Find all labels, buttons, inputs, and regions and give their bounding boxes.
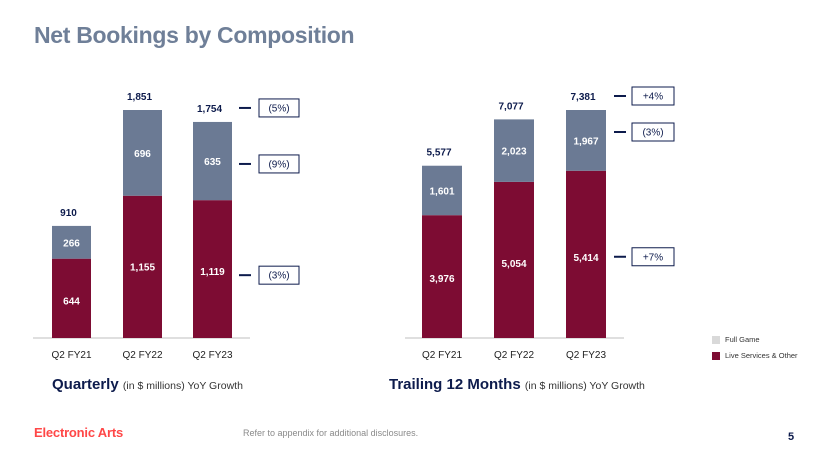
q-bar-full-2 [193, 121, 232, 201]
q-bar-full-1 [123, 110, 162, 196]
quarterly-caption: Quarterly (in $ millions) YoY Growth [52, 376, 243, 393]
t-label-live-0: 3,976 [429, 274, 454, 285]
q-bar-full-0 [52, 225, 91, 259]
t-growth-box-0 [631, 86, 675, 106]
q-tick-2: Q2 FY23 [192, 350, 232, 361]
q-growth-label-1: (9%) [268, 159, 289, 170]
t-tick-1: Q2 FY22 [494, 350, 534, 361]
t-label-total-1: 7,077 [498, 101, 523, 112]
legend-full-game-label: Full Game [725, 335, 760, 344]
t-bar-live-1 [494, 181, 534, 338]
q-label-full-0: 266 [63, 238, 80, 249]
t-label-full-1: 2,023 [501, 147, 526, 158]
q-label-total-0: 910 [60, 208, 77, 219]
t-growth-label-0: +4% [643, 92, 663, 103]
t-growth-label-2: +7% [643, 252, 663, 263]
t-tick-2: Q2 FY23 [566, 350, 606, 361]
q-growth-label-2: (3%) [268, 271, 289, 282]
q-bar-live-1 [123, 195, 162, 338]
q-growth-label-0: (5%) [268, 103, 289, 114]
t-tick-0: Q2 FY21 [422, 350, 462, 361]
ea-logo: Electronic Arts [34, 425, 123, 440]
t-label-live-2: 5,414 [573, 253, 598, 264]
page-title: Net Bookings by Composition [34, 22, 355, 48]
q-tick-1: Q2 FY22 [122, 350, 162, 361]
t-label-live-1: 5,054 [501, 259, 526, 270]
quarterly-caption-main: Quarterly [52, 376, 119, 393]
q-label-full-2: 635 [204, 157, 221, 168]
t-bar-full-2 [566, 110, 606, 171]
q-label-live-2: 1,119 [200, 267, 225, 278]
t-bar-full-0 [422, 165, 462, 216]
footer-note: Refer to appendix for additional disclos… [243, 428, 419, 438]
q-tick-0: Q2 FY21 [51, 350, 91, 361]
legend-full-game-swatch [712, 336, 720, 344]
t-growth-label-1: (3%) [642, 128, 663, 139]
q-growth-box-2 [258, 265, 300, 285]
ttm-chart: 3,976 1,601 5,577 Q2 FY21 5,054 2,023 7,077 Q2 … [405, 86, 675, 361]
q-growth-box-0 [258, 98, 300, 118]
q-label-total-1: 1,851 [127, 92, 152, 103]
page-number: 5 [788, 431, 795, 443]
ttm-caption-sub: (in $ millions) YoY Growth [524, 380, 645, 392]
t-bar-full-1 [494, 119, 534, 182]
ttm-caption-main: Trailing 12 Months [389, 376, 521, 393]
t-growth-box-1 [631, 122, 675, 142]
t-bar-live-2 [566, 170, 606, 338]
quarterly-caption-sub: (in $ millions) YoY Growth [122, 380, 243, 392]
t-label-total-2: 7,381 [570, 92, 595, 103]
q-label-live-0: 644 [63, 297, 80, 308]
q-label-live-1: 1,155 [130, 263, 155, 274]
legend-live-services-swatch [712, 352, 720, 360]
quarterly-chart: 644 266 910 Q2 FY21 1,155 696 1,851 Q2 FY22 1,11… [33, 92, 300, 361]
t-growth-box-2 [631, 247, 675, 267]
q-label-full-1: 696 [134, 149, 151, 160]
t-label-full-0: 1,601 [429, 186, 454, 197]
q-bar-live-2 [193, 200, 232, 338]
t-bar-live-0 [422, 215, 462, 338]
legend-live-services-label: Live Services & Other [725, 351, 798, 360]
t-label-total-0: 5,577 [426, 148, 451, 159]
q-label-total-2: 1,754 [197, 104, 222, 115]
ttm-caption: Trailing 12 Months (in $ millions) YoY G… [389, 376, 645, 393]
q-growth-box-1 [258, 154, 300, 174]
t-label-full-2: 1,967 [573, 136, 598, 147]
q-bar-live-0 [52, 258, 91, 338]
